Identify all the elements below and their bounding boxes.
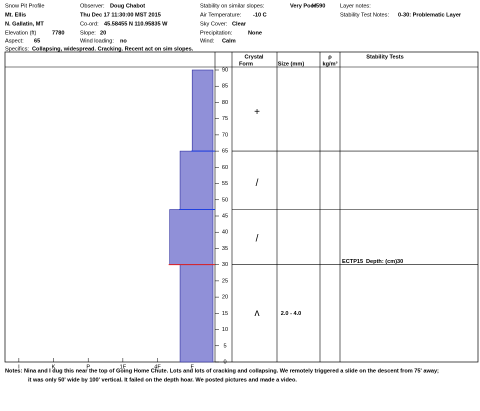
frame xyxy=(4,51,479,363)
field-value: 0-30: Problematic Layer xyxy=(398,12,462,18)
y-tick-label: 50 xyxy=(222,197,228,203)
field-value: None xyxy=(248,30,262,36)
test-depth: 30 xyxy=(397,259,403,265)
field-value: 65 xyxy=(34,38,40,44)
col-header: Form xyxy=(239,61,253,67)
field-label: Wind: xyxy=(200,38,215,44)
hardness-bar xyxy=(179,150,214,210)
field-value: 7780 xyxy=(52,30,64,36)
x-tick-label: I xyxy=(18,364,20,370)
field-value: -10 C xyxy=(253,12,267,18)
crystal-form: / xyxy=(256,178,259,189)
field-label: Slope: xyxy=(80,30,96,36)
y-tick-label: 20 xyxy=(222,295,228,301)
field-label: Air Temperature: xyxy=(200,12,242,18)
x-tick-label: 1F xyxy=(120,364,127,370)
field-label: Sky Cover: xyxy=(200,21,228,27)
notes-line: Nina and I dug this near the top of Goin… xyxy=(24,368,439,374)
y-tick-label: 60 xyxy=(222,165,228,171)
header-text: N. Gallatin, MT xyxy=(5,21,44,27)
col-header: Crystal xyxy=(245,54,264,60)
field-value: Calm xyxy=(222,38,236,44)
y-tick-label: 5 xyxy=(223,343,226,349)
field-label: Stability Test Notes: xyxy=(340,12,389,18)
y-tick-label: 35 xyxy=(222,246,228,252)
y-tick-label: 45 xyxy=(222,213,228,219)
layer-notes: Layer notes: xyxy=(340,3,371,9)
crystal-size: 2.0 - 4.0 xyxy=(281,311,302,317)
crystal-form: + xyxy=(254,107,260,118)
y-tick-label: 85 xyxy=(222,84,228,90)
col-header: Size (mm) xyxy=(278,61,305,67)
hardness-bar xyxy=(191,69,214,152)
hardness-bar xyxy=(179,264,214,363)
field-label: Precipitation: xyxy=(200,30,233,36)
stability-test: ECTP15 xyxy=(342,259,363,265)
field-label: Elevation (ft) xyxy=(5,30,37,36)
header-text: Mt. Ellis xyxy=(5,12,26,18)
y-tick-label: 65 xyxy=(222,149,228,155)
crystal-form: / xyxy=(256,233,259,244)
y-tick-label: 15 xyxy=(222,311,228,317)
y-tick-label: 70 xyxy=(222,132,228,138)
y-tick-label: 25 xyxy=(222,278,228,284)
y-tick-label: 80 xyxy=(222,100,228,106)
field-label: Aspect: xyxy=(5,38,24,44)
field-value: 45.58455 N 110.95835 W xyxy=(104,21,168,27)
y-tick-label: 75 xyxy=(222,116,228,122)
col-header: kg/m³ xyxy=(323,60,338,67)
x-tick-label: P xyxy=(86,364,90,370)
field-value: 20 xyxy=(100,30,106,36)
field-label: Specifics: xyxy=(5,46,29,52)
y-tick-label: 55 xyxy=(222,181,228,187)
x-tick-label: F xyxy=(190,364,194,370)
field-value: Collapsing, widespread. Cracking. Recent… xyxy=(32,46,194,52)
y-tick-label: 40 xyxy=(222,230,228,236)
y-tick-label: 30 xyxy=(222,262,228,268)
field-label: Stability on similar slopes: xyxy=(200,3,265,9)
test-depth-label: Depth: (cm) xyxy=(366,259,397,265)
x-tick-label: 4F xyxy=(154,364,161,370)
field-label: Wind loading: xyxy=(80,38,114,44)
field-value: Doug Chabot xyxy=(110,3,145,9)
field-label: Observer: xyxy=(80,3,105,9)
x-tick-label: K xyxy=(52,364,56,370)
header-text: Snow Pit Profile xyxy=(5,3,44,9)
hardness-bar xyxy=(169,209,214,265)
notes-line: it was only 50' wide by 100' vertical. I… xyxy=(28,377,297,383)
code: H590 xyxy=(312,3,325,9)
field-value: Clear xyxy=(232,21,247,27)
y-tick-label: 90 xyxy=(222,67,228,73)
field-value: no xyxy=(120,38,127,44)
y-tick-label: 10 xyxy=(222,327,228,333)
date: Thu Dec 17 11:30:00 MST 2015 xyxy=(80,12,161,18)
y-tick-label: 0 xyxy=(223,359,226,365)
field-value: Very Poor xyxy=(290,3,317,9)
crystal-form: ʌ xyxy=(255,308,260,319)
col-header: ρ xyxy=(328,54,332,60)
field-label: Co-ord: xyxy=(80,21,99,27)
notes-label: Notes: xyxy=(5,368,23,374)
col-header: Stability Tests xyxy=(366,54,404,60)
